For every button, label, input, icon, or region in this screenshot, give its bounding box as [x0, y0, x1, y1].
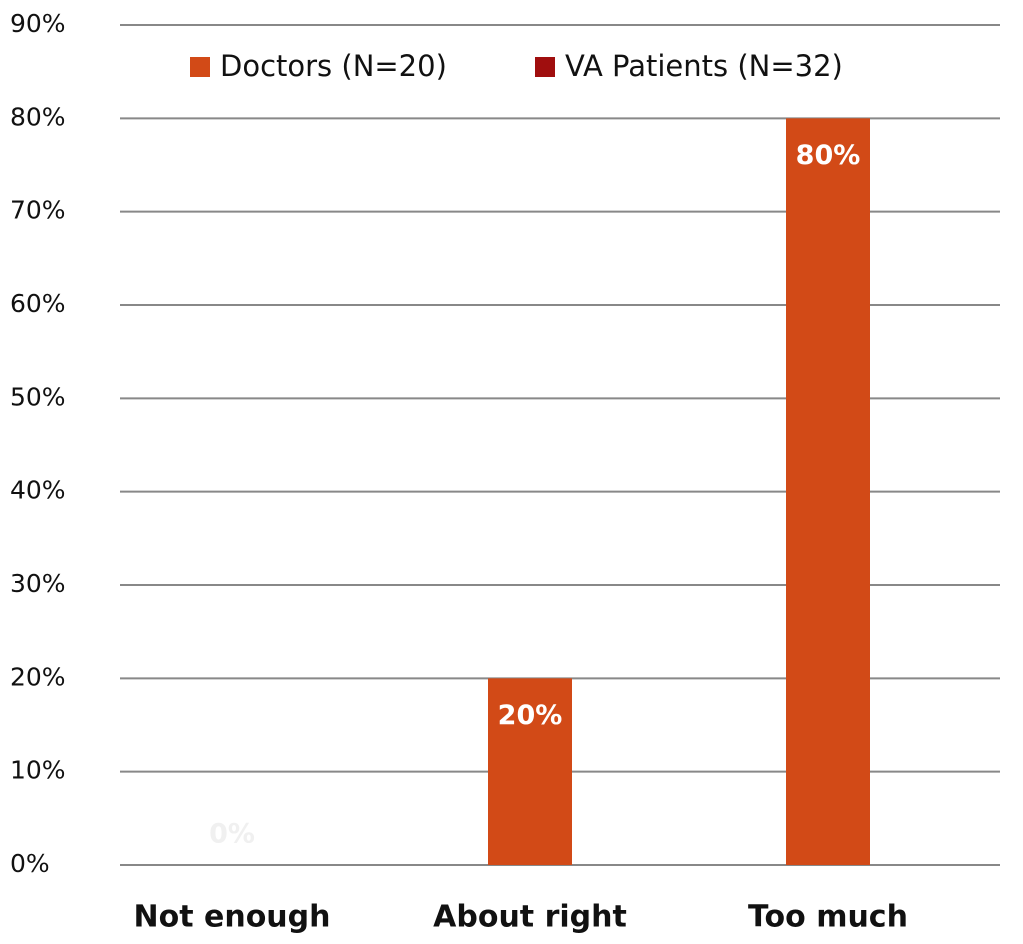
bar [488, 678, 572, 865]
y-tick-label: 90% [10, 9, 66, 38]
legend-swatch [535, 57, 555, 77]
y-tick-label: 20% [10, 662, 66, 691]
x-tick-label: Not enough [133, 900, 330, 935]
y-tick-label: 10% [10, 756, 66, 785]
y-tick-label: 60% [10, 289, 66, 318]
legend-label: Doctors (N=20) [220, 49, 447, 83]
bar [786, 118, 870, 866]
value-label: 20% [498, 700, 563, 731]
legend-label: VA Patients (N=32) [565, 49, 843, 83]
y-tick-label: 70% [10, 196, 66, 225]
y-tick-label: 0% [10, 849, 50, 878]
y-tick-label: 30% [10, 569, 66, 598]
value-label: 0% [209, 819, 255, 850]
value-label: 80% [796, 140, 861, 171]
legend-swatch [190, 57, 210, 77]
x-tick-label: Too much [748, 900, 908, 935]
x-tick-label: About right [433, 900, 627, 935]
y-tick-label: 80% [10, 102, 66, 131]
y-tick-label: 40% [10, 476, 66, 505]
y-tick-label: 50% [10, 382, 66, 411]
